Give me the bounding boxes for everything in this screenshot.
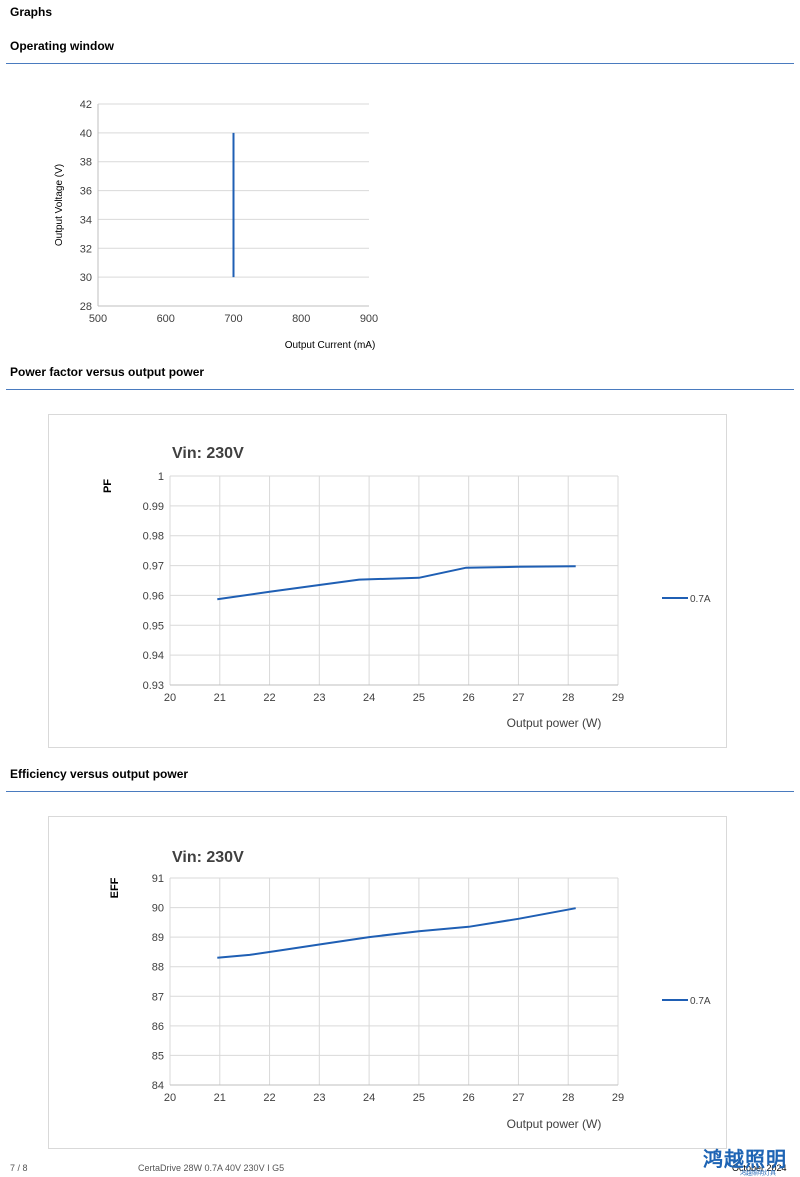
brand-logo: 鸿越照明 bbox=[703, 1147, 787, 1171]
y-tick-label: 0.93 bbox=[143, 680, 164, 692]
y-axis-label: EFF bbox=[109, 877, 121, 898]
x-tick-label: 24 bbox=[363, 692, 375, 704]
x-tick-label: 28 bbox=[562, 692, 574, 704]
x-tick-label: 22 bbox=[263, 1092, 275, 1104]
y-tick-label: 90 bbox=[152, 903, 164, 915]
x-axis-label: Output power (W) bbox=[507, 1117, 602, 1131]
x-tick-label: 29 bbox=[612, 692, 624, 704]
legend-label: 0.7A bbox=[690, 594, 711, 605]
y-axis-label: Output Voltage (V) bbox=[54, 164, 65, 246]
y-tick-label: 0.98 bbox=[143, 531, 164, 543]
y-tick-label: 85 bbox=[152, 1050, 164, 1062]
x-tick-label: 800 bbox=[292, 313, 310, 325]
x-tick-label: 25 bbox=[413, 692, 425, 704]
chart-title: Vin: 230V bbox=[172, 849, 244, 866]
y-tick-label: 34 bbox=[80, 214, 92, 226]
x-tick-label: 26 bbox=[463, 692, 475, 704]
footer-date: October 2024 bbox=[732, 1163, 787, 1173]
x-tick-label: 21 bbox=[214, 692, 226, 704]
y-tick-label: 87 bbox=[152, 991, 164, 1003]
y-tick-label: 0.99 bbox=[143, 501, 164, 513]
chart-title: Vin: 230V bbox=[172, 445, 244, 462]
x-tick-label: 27 bbox=[512, 692, 524, 704]
section-divider bbox=[6, 63, 794, 64]
chart-frame bbox=[48, 816, 727, 1149]
section-divider bbox=[6, 389, 794, 390]
x-tick-label: 28 bbox=[562, 1092, 574, 1104]
y-tick-label: 0.97 bbox=[143, 561, 164, 573]
y-tick-label: 38 bbox=[80, 157, 92, 169]
section-title-power-factor: Power factor versus output power bbox=[10, 365, 205, 379]
x-tick-label: 20 bbox=[164, 692, 176, 704]
chart-power-factor: 0.93 0.94 0.95 0.96 0.97 0.98 0.99 1 20 21 22 23 24 2… bbox=[48, 414, 727, 748]
x-tick-label: 24 bbox=[363, 1092, 375, 1104]
y-tick-label: 42 bbox=[80, 99, 92, 111]
x-tick-label: 500 bbox=[89, 313, 107, 325]
y-tick-label: 36 bbox=[80, 186, 92, 198]
section-title-operating-window: Operating window bbox=[10, 39, 114, 53]
chart-frame bbox=[48, 414, 727, 748]
x-axis-label: Output power (W) bbox=[507, 716, 602, 730]
x-axis-label: Output Current (mA) bbox=[285, 340, 376, 351]
footer-product: CertaDrive 28W 0.7A 40V 230V I G5 bbox=[138, 1163, 285, 1173]
x-tick-label: 700 bbox=[224, 313, 242, 325]
x-tick-label: 25 bbox=[413, 1092, 425, 1104]
x-tick-label: 600 bbox=[157, 313, 175, 325]
x-tick-label: 26 bbox=[463, 1092, 475, 1104]
y-tick-label: 28 bbox=[80, 301, 92, 313]
y-tick-label: 88 bbox=[152, 962, 164, 974]
y-tick-label: 1 bbox=[158, 471, 164, 483]
y-tick-label: 89 bbox=[152, 932, 164, 944]
section-divider bbox=[6, 791, 794, 792]
series-line bbox=[217, 565, 576, 601]
x-tick-label: 22 bbox=[263, 692, 275, 704]
y-tick-label: 84 bbox=[152, 1080, 164, 1092]
footer-page-number: 7 / 8 bbox=[10, 1163, 28, 1173]
x-tick-label: 29 bbox=[612, 1092, 624, 1104]
x-tick-label: 27 bbox=[512, 1092, 524, 1104]
legend-label: 0.7A bbox=[690, 996, 711, 1007]
y-axis-label: PF bbox=[102, 479, 114, 493]
chart-operating-window: 28 30 32 34 36 38 40 42 500 600 700 800 900 Output Vo… bbox=[54, 99, 378, 351]
x-tick-label: 20 bbox=[164, 1092, 176, 1104]
x-tick-label: 23 bbox=[313, 692, 325, 704]
y-tick-label: 40 bbox=[80, 128, 92, 140]
y-tick-label: 32 bbox=[80, 243, 92, 255]
y-tick-label: 0.96 bbox=[143, 590, 164, 602]
x-tick-label: 900 bbox=[360, 313, 378, 325]
chart-efficiency: 84 85 86 87 88 89 90 91 20 21 22 23 24 25 26 27 28 29 Vin:… bbox=[48, 816, 727, 1149]
brand-logo-subtitle: 鸿越照明灯具 bbox=[740, 1171, 777, 1177]
series-line bbox=[217, 907, 576, 959]
x-tick-label: 21 bbox=[214, 1092, 226, 1104]
y-tick-label: 30 bbox=[80, 272, 92, 284]
y-tick-label: 86 bbox=[152, 1021, 164, 1033]
y-tick-label: 0.95 bbox=[143, 620, 164, 632]
page-title: Graphs bbox=[10, 5, 53, 19]
y-tick-label: 91 bbox=[152, 873, 164, 885]
section-title-efficiency: Efficiency versus output power bbox=[10, 767, 189, 781]
x-tick-label: 23 bbox=[313, 1092, 325, 1104]
y-tick-label: 0.94 bbox=[143, 650, 164, 662]
